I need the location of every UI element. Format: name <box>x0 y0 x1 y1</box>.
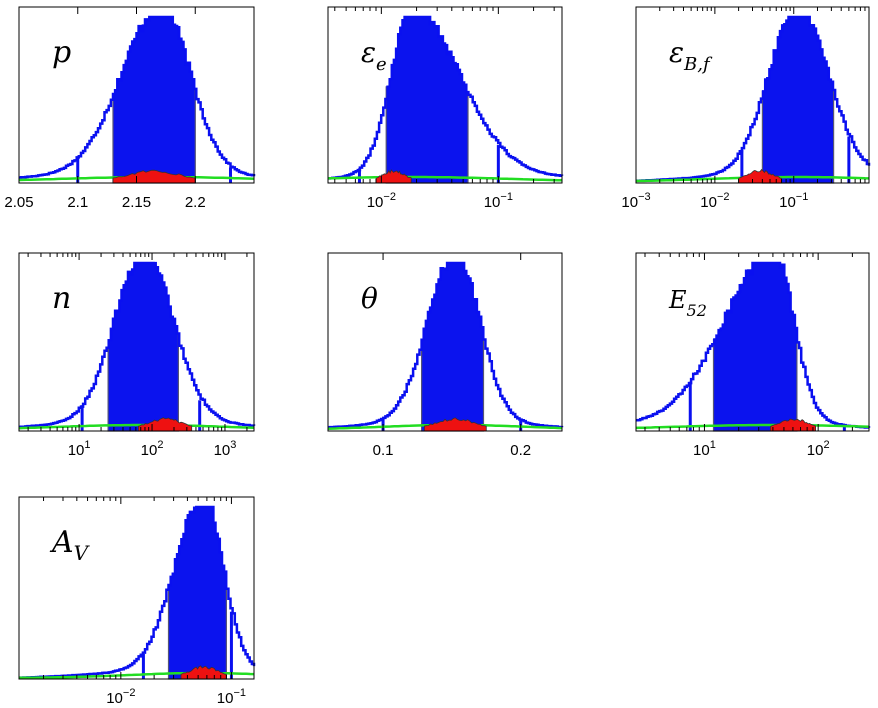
posterior-outline <box>636 261 871 429</box>
panel-frame <box>327 252 563 432</box>
prior-curve <box>18 423 255 430</box>
posterior-shaded-area <box>712 262 798 432</box>
posterior-outline <box>19 505 256 679</box>
posterior-outline <box>328 15 564 180</box>
panel-E_52: 101 102 E52 <box>635 252 871 459</box>
panel-epsilon_B_f: 10−3 10−2 10−1 εB,f <box>621 6 871 211</box>
tick-label: 101 <box>68 439 91 459</box>
panel-frame <box>18 496 255 680</box>
prior-curve <box>327 175 563 182</box>
panel-label: n <box>52 281 71 316</box>
tick-label: 10−2 <box>700 191 729 211</box>
panel-p: 2.05 2.1 2.15 2.2 p <box>4 6 256 211</box>
red-posterior-area <box>375 169 412 184</box>
panel-theta: 0.1 0.2 θ <box>327 252 564 459</box>
tick-label: 10−2 <box>106 687 135 707</box>
tick-label: 2.1 <box>67 194 88 211</box>
panel-A_V: 10−2 10−1 AV <box>18 496 256 707</box>
red-posterior-area <box>180 665 227 680</box>
panel-label: AV <box>49 525 91 565</box>
red-posterior-area <box>424 417 487 432</box>
red-posterior-area <box>770 418 816 432</box>
red-posterior-area <box>112 169 196 184</box>
posterior-shaded-area <box>107 262 179 432</box>
tick-label: 101 <box>693 439 716 459</box>
posterior-shaded-area <box>761 16 835 184</box>
posterior-outline <box>19 261 256 429</box>
panel-label: p <box>52 35 71 70</box>
tick-label: 2.15 <box>122 194 151 211</box>
posterior-outline <box>328 261 564 429</box>
panel-frame <box>18 252 255 432</box>
tick-label: 2.05 <box>4 194 33 211</box>
panel-epsilon_e: 10−2 10−1 εe <box>327 6 564 211</box>
panel-frame <box>327 6 563 184</box>
tick-label: 10−3 <box>621 191 650 211</box>
prior-curve <box>635 423 870 430</box>
tick-label: 10−2 <box>367 191 396 211</box>
tick-label: 102 <box>141 439 164 459</box>
panel-label: εe <box>361 36 387 75</box>
panel-frame <box>635 252 870 432</box>
tick-label: 102 <box>807 439 830 459</box>
tick-label: 0.1 <box>373 442 394 459</box>
tick-label: 10−1 <box>779 191 808 211</box>
tick-label: 10−1 <box>217 687 246 707</box>
tick-label: 103 <box>214 439 237 459</box>
panel-label: θ <box>361 282 378 315</box>
red-posterior-area <box>738 169 782 184</box>
panel-label: E52 <box>668 286 707 320</box>
panel-n: 101 102 103 n <box>18 252 256 459</box>
panel-label: εB,f <box>669 36 713 75</box>
tick-label: 2.2 <box>185 194 206 211</box>
posterior-outline <box>19 15 256 179</box>
tick-label: 10−1 <box>484 191 513 211</box>
tick-label: 0.2 <box>510 442 531 459</box>
posterior-shaded-area <box>421 262 485 432</box>
